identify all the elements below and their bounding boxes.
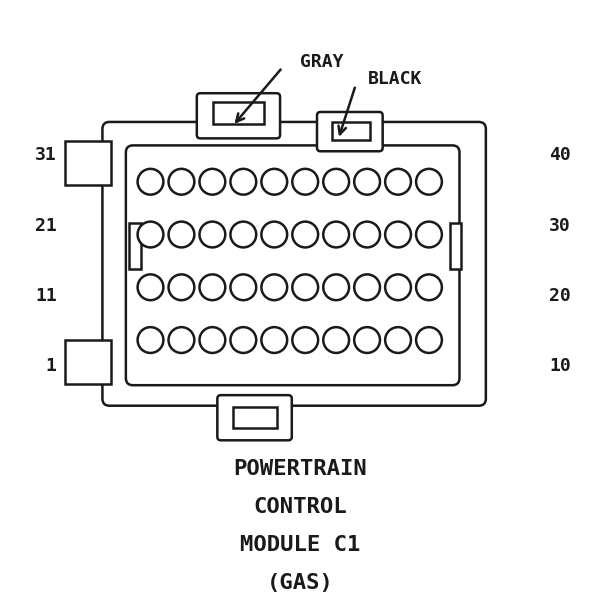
Circle shape — [137, 327, 163, 353]
Bar — [129, 223, 140, 268]
Circle shape — [137, 169, 163, 195]
Bar — [65, 141, 111, 185]
Circle shape — [137, 222, 163, 248]
Text: 40: 40 — [549, 146, 571, 165]
FancyBboxPatch shape — [197, 93, 280, 138]
Text: 30: 30 — [549, 217, 571, 235]
Circle shape — [169, 327, 194, 353]
Text: 1: 1 — [46, 358, 56, 375]
Circle shape — [385, 222, 411, 248]
Circle shape — [323, 222, 349, 248]
Circle shape — [354, 274, 380, 300]
Circle shape — [292, 327, 318, 353]
Circle shape — [292, 274, 318, 300]
Circle shape — [137, 274, 163, 300]
Text: 21: 21 — [35, 217, 56, 235]
Circle shape — [354, 222, 380, 248]
Circle shape — [416, 169, 442, 195]
Circle shape — [199, 274, 225, 300]
Text: 11: 11 — [35, 287, 56, 305]
Circle shape — [230, 274, 256, 300]
Circle shape — [323, 169, 349, 195]
Circle shape — [169, 274, 194, 300]
Circle shape — [416, 222, 442, 248]
FancyBboxPatch shape — [103, 122, 486, 406]
Circle shape — [230, 327, 256, 353]
Circle shape — [323, 274, 349, 300]
Text: BLACK: BLACK — [367, 70, 422, 88]
Circle shape — [323, 327, 349, 353]
Text: POWERTRAIN: POWERTRAIN — [233, 459, 367, 479]
Text: 20: 20 — [549, 287, 571, 305]
Circle shape — [262, 169, 287, 195]
Text: GRAY: GRAY — [300, 52, 343, 71]
Circle shape — [262, 222, 287, 248]
Circle shape — [385, 169, 411, 195]
Circle shape — [230, 169, 256, 195]
Bar — [65, 340, 111, 384]
Circle shape — [354, 169, 380, 195]
Circle shape — [230, 222, 256, 248]
Circle shape — [416, 274, 442, 300]
Circle shape — [354, 327, 380, 353]
Bar — [213, 102, 263, 124]
Text: 10: 10 — [549, 358, 571, 375]
FancyBboxPatch shape — [217, 395, 292, 440]
Bar — [332, 122, 370, 140]
Text: MODULE C1: MODULE C1 — [240, 535, 360, 555]
Circle shape — [292, 169, 318, 195]
Circle shape — [199, 327, 225, 353]
Circle shape — [262, 274, 287, 300]
Text: 31: 31 — [35, 146, 56, 165]
Text: (GAS): (GAS) — [266, 573, 334, 593]
Circle shape — [199, 222, 225, 248]
Bar — [449, 223, 461, 268]
Circle shape — [385, 274, 411, 300]
Circle shape — [199, 169, 225, 195]
Circle shape — [292, 222, 318, 248]
Circle shape — [169, 169, 194, 195]
Circle shape — [416, 327, 442, 353]
FancyBboxPatch shape — [126, 146, 460, 385]
Bar — [233, 407, 277, 428]
Circle shape — [169, 222, 194, 248]
Circle shape — [385, 327, 411, 353]
Circle shape — [262, 327, 287, 353]
FancyBboxPatch shape — [317, 112, 383, 151]
Text: CONTROL: CONTROL — [253, 497, 347, 517]
